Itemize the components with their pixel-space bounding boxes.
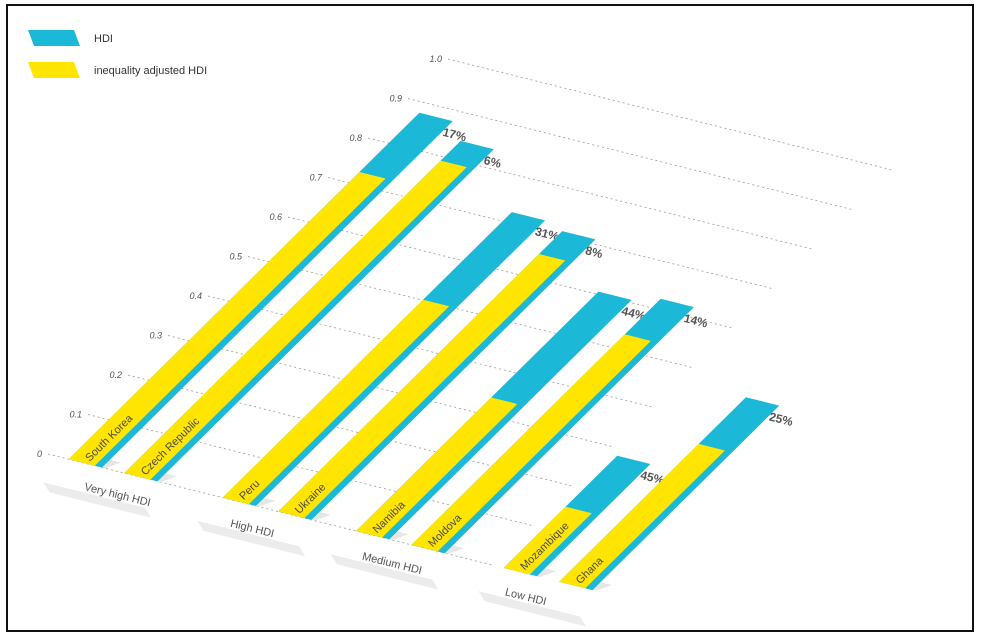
ihdi-bar [356, 397, 518, 538]
ihdi-legend-swatch [28, 62, 80, 78]
loss-label: 31% [534, 224, 561, 243]
gridline [327, 177, 773, 289]
gridline [367, 137, 813, 250]
loss-label: 45% [639, 468, 666, 487]
tick-label: 0 [37, 449, 42, 459]
tick-label: 0.2 [109, 370, 122, 380]
ihdi-bar [124, 160, 467, 480]
loss-label: 8% [584, 243, 605, 261]
ihdi-bar [68, 172, 386, 466]
group-shadow [43, 482, 152, 518]
tick-label: 0.3 [149, 331, 162, 341]
group-shadow [330, 554, 439, 590]
ihdi-bar [222, 299, 450, 505]
hdi-legend-label: HDI [94, 33, 113, 45]
group-shadow [197, 520, 306, 557]
loss-label: 6% [482, 153, 503, 171]
loss-label: 14% [682, 311, 709, 330]
tick-label: 0.6 [269, 212, 282, 222]
loss-label: 17% [441, 125, 468, 144]
ihdi-legend-label: inequality adjusted HDI [94, 65, 207, 77]
ihdi-bar [503, 506, 592, 575]
tick-label: 0.8 [349, 133, 362, 143]
tick-label: 0.4 [189, 291, 202, 301]
loss-label: 44% [620, 304, 647, 323]
tick-label: 0.7 [309, 173, 323, 183]
country-label: Czech Republic [139, 415, 203, 478]
ihdi-bar [559, 443, 725, 589]
tick-label: 0.9 [389, 94, 402, 104]
chart-frame: 0 0.1 0.2 0.3 0.4 0.5 0.6 0.7 0.8 0.9 1.0 Very high… [6, 4, 974, 632]
tick-label: 1.0 [429, 54, 442, 64]
tick-label: 0.5 [229, 252, 243, 262]
ihdi-bar [278, 254, 566, 519]
gridline [407, 98, 853, 210]
hdi-legend-swatch [28, 30, 80, 46]
gridline [447, 58, 893, 171]
group-shadow [478, 591, 587, 627]
tick-label: 0.1 [69, 410, 82, 420]
ihdi-bar [411, 334, 651, 552]
loss-label: 25% [768, 410, 795, 429]
